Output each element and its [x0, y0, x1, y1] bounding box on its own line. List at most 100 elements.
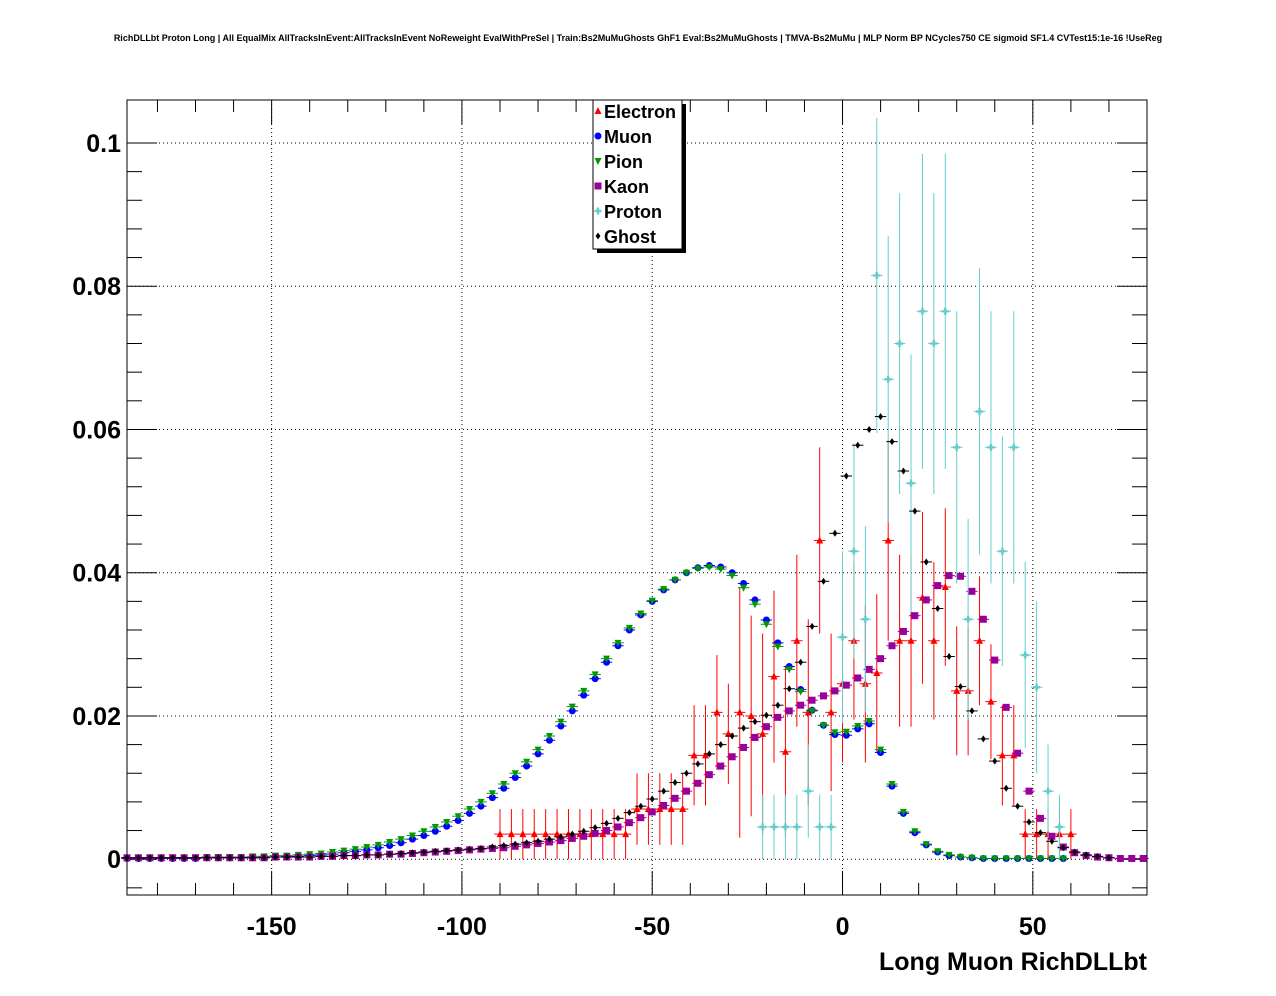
kaon-marker [979, 615, 987, 623]
ghost-point [943, 653, 955, 660]
ghost-marker [261, 854, 267, 862]
electron-marker [781, 747, 789, 755]
electron-marker [827, 708, 835, 716]
electron-marker [622, 830, 630, 838]
pion-point [909, 828, 921, 836]
ghost-point [258, 854, 270, 862]
proton-marker [770, 823, 778, 831]
kaon-point [852, 674, 864, 682]
ghost-point [1057, 844, 1069, 852]
ghost-point [783, 685, 795, 693]
legend-entry-kaon: Kaon [594, 177, 649, 197]
ghost-marker [741, 724, 747, 732]
pion-point [783, 666, 795, 674]
electron-marker [610, 830, 618, 838]
ghost-marker [352, 852, 358, 860]
ghost-point [635, 802, 647, 810]
pion-marker [751, 601, 759, 609]
pion-marker [945, 851, 953, 859]
pion-point [406, 832, 419, 840]
muon-point [589, 675, 601, 683]
ghost-marker [512, 840, 518, 848]
muon-marker [545, 736, 553, 744]
ghost-point [532, 837, 544, 845]
electron-marker [667, 805, 675, 813]
electron-point [505, 809, 518, 860]
proton-marker [1044, 787, 1052, 795]
ghost-point [372, 851, 384, 859]
ghost-marker [855, 441, 861, 449]
kaon-marker [762, 723, 770, 731]
kaon-point [829, 687, 841, 695]
ghost-point [178, 854, 190, 862]
electron-marker [770, 672, 778, 680]
ghost-marker [832, 529, 838, 537]
ghost-marker [147, 854, 153, 862]
pion-point [897, 808, 910, 816]
proton-marker [1055, 823, 1063, 831]
pion-point [1034, 855, 1047, 863]
ghost-marker [889, 438, 895, 446]
ghost-point [646, 795, 658, 803]
series-electron [494, 440, 1077, 860]
pion-point [829, 729, 841, 737]
ghost-point [132, 854, 145, 862]
pion-point [989, 855, 1001, 863]
ghost-point [486, 843, 499, 851]
kaon-marker [945, 572, 953, 580]
electron-marker [553, 830, 561, 838]
chart-title: RichDLLbt Proton Long | All EqualMix All… [113, 33, 1163, 43]
proton-marker [816, 823, 824, 831]
kaon-point [737, 743, 750, 751]
electron-point [711, 655, 723, 770]
pion-marker [797, 688, 805, 696]
kaon-point [715, 762, 727, 770]
ghost-marker [467, 845, 472, 853]
electron-marker [507, 830, 515, 838]
ghost-point [623, 809, 636, 817]
electron-point [676, 773, 689, 845]
axis-ticks [127, 100, 1148, 895]
ghost-point [224, 854, 236, 862]
ghost-marker [455, 846, 461, 854]
legend-marker-pion [594, 158, 602, 165]
kaon-marker [865, 665, 873, 673]
kaon-marker [694, 779, 702, 787]
ghost-point [155, 854, 167, 862]
legend-label-proton: Proton [604, 202, 662, 222]
pion-point [498, 780, 510, 788]
kaon-marker [842, 681, 850, 689]
ghost-point [909, 507, 921, 515]
ghost-point [406, 849, 419, 857]
kaon-point [909, 612, 921, 620]
electron-marker [930, 636, 938, 644]
ghost-point [931, 605, 944, 613]
proton-point [768, 794, 780, 860]
ghost-marker [318, 852, 324, 860]
proton-point [825, 794, 837, 860]
muon-marker [511, 774, 519, 782]
ghost-marker [1015, 802, 1021, 810]
ghost-marker [1083, 851, 1089, 859]
kaon-marker [614, 823, 622, 831]
electron-marker [804, 708, 812, 716]
muon-point [520, 762, 533, 770]
kaon-point [817, 692, 830, 700]
y-tick-label: 0 [107, 846, 121, 874]
proton-point [905, 354, 917, 613]
kaon-point [760, 723, 773, 731]
pion-marker [899, 808, 907, 816]
proton-point [859, 526, 872, 713]
pion-point [966, 854, 978, 862]
pion-marker [922, 841, 930, 849]
ghost-marker [387, 850, 393, 858]
ghost-point [429, 847, 441, 855]
pion-marker [1036, 855, 1044, 863]
proton-marker [953, 443, 961, 451]
muon-point [475, 802, 487, 810]
electron-marker [884, 536, 892, 544]
pion-point [760, 621, 773, 629]
proton-marker [781, 823, 789, 831]
ghost-point [612, 814, 624, 822]
ghost-marker [661, 787, 667, 795]
